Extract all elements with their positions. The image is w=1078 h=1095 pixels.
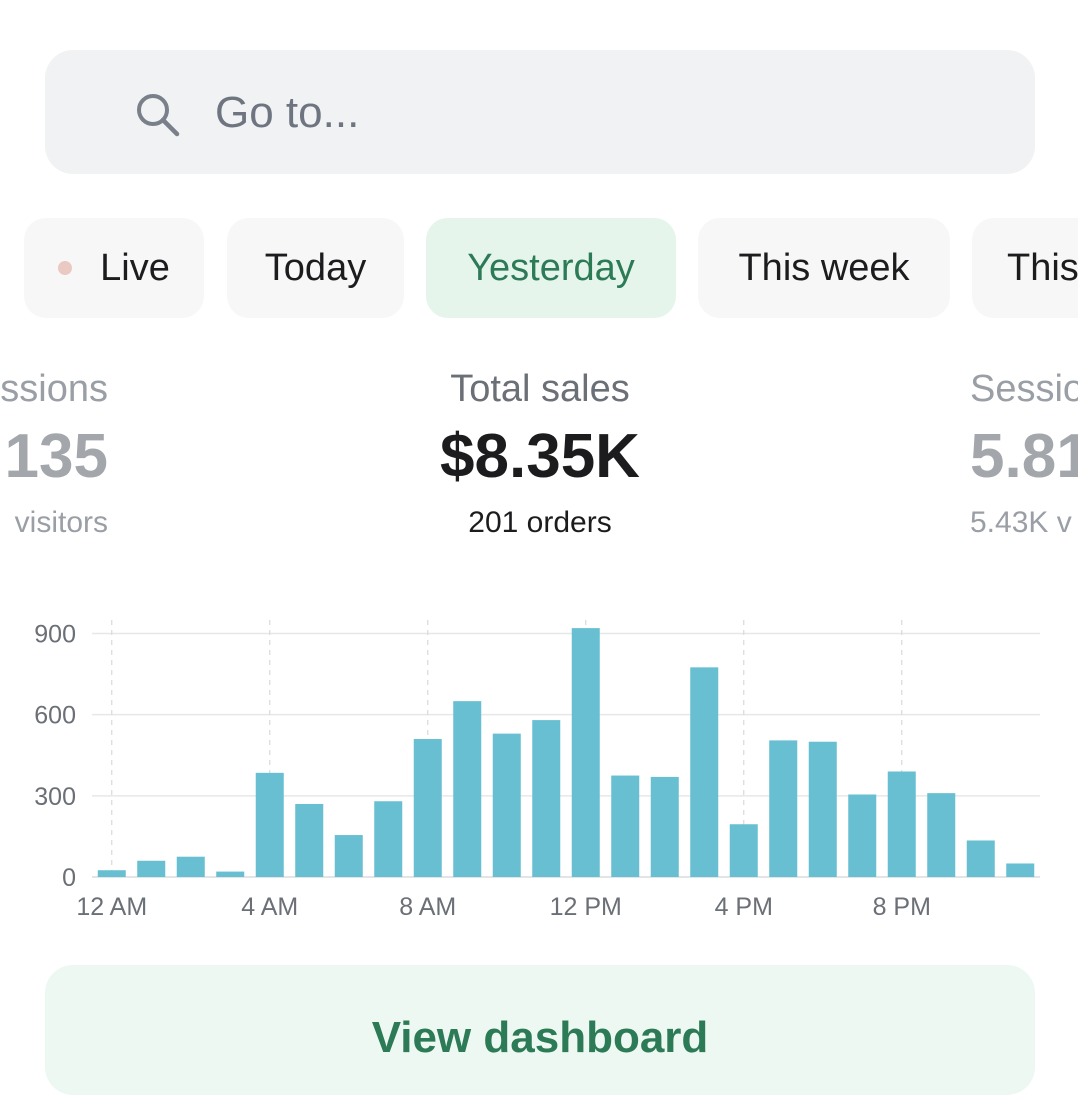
x-tick-label: 12 AM [76, 893, 147, 921]
tab-label: Yesterday [467, 246, 635, 289]
metric-sub: visitors [14, 506, 108, 539]
chart-bar [453, 701, 482, 877]
chart-bar [966, 840, 995, 877]
tab-live[interactable]: Live [24, 218, 204, 318]
chart-bar [927, 793, 956, 877]
chart-bar [137, 860, 166, 877]
tab-label: This week [738, 246, 910, 289]
metric-label: Sessio [970, 368, 1078, 410]
chart-bar [650, 776, 679, 877]
metric-label: Total sales [450, 368, 630, 410]
date-range-tabs: Live Today Yesterday This week This [0, 218, 1078, 320]
chart-bar [255, 772, 284, 877]
tab-this-month[interactable]: This [972, 218, 1078, 318]
chart-bar [492, 733, 521, 877]
y-tick-label: 900 [34, 621, 76, 649]
chart-bar [571, 628, 600, 877]
chart-bar [690, 667, 719, 877]
metric-sessions-right[interactable]: Sessio 5.81 5.43K v [970, 368, 1078, 540]
search-input[interactable] [213, 82, 997, 144]
chart-bar [729, 824, 758, 877]
x-tick-label: 8 PM [873, 893, 931, 921]
chart-bar [848, 794, 877, 877]
chart-bar [374, 801, 403, 877]
chart-bar [216, 871, 245, 877]
y-tick-label: 600 [34, 702, 76, 730]
search-bar[interactable] [45, 50, 1035, 174]
chart-bar [176, 856, 205, 877]
tab-label: This [1007, 246, 1078, 289]
sales-by-hour-chart: 0 300 600 900 12 AM 4 AM 8 AM 12 PM 4 PM 8 PM [34, 620, 1040, 921]
chart-bar [413, 739, 442, 877]
metric-sessions-left[interactable]: ssions 135 visitors [0, 368, 108, 540]
chart-bar [334, 835, 363, 877]
x-tick-label: 12 PM [550, 893, 622, 921]
y-tick-label: 0 [62, 864, 76, 892]
x-tick-label: 4 AM [241, 893, 298, 921]
view-dashboard-label: View dashboard [371, 1013, 709, 1062]
tab-this-week[interactable]: This week [698, 218, 950, 318]
metric-value: 5.81 [970, 422, 1078, 491]
metric-sub: 201 orders [468, 506, 612, 539]
x-tick-label: 8 AM [399, 893, 456, 921]
x-tick-label: 4 PM [715, 893, 773, 921]
metric-total-sales[interactable]: Total sales $8.35K 201 orders [340, 368, 740, 540]
tab-yesterday[interactable]: Yesterday [426, 218, 676, 318]
metric-value: 135 [4, 422, 108, 491]
tab-label: Live [100, 246, 170, 289]
tab-today[interactable]: Today [227, 218, 404, 318]
chart-bar [295, 803, 324, 877]
metric-sub: 5.43K v [970, 506, 1072, 539]
chart-bar [1006, 863, 1035, 877]
tab-label: Today [264, 246, 367, 289]
chart-bar [769, 740, 798, 877]
chart-bar [532, 720, 561, 877]
chart-bar [611, 775, 640, 877]
chart-bar [808, 741, 837, 877]
view-dashboard-button[interactable]: View dashboard [45, 965, 1035, 1095]
metric-label: ssions [0, 368, 108, 410]
metric-value: $8.35K [440, 422, 640, 491]
chart-bar [887, 771, 916, 877]
chart-bar [97, 870, 126, 877]
search-icon [137, 94, 180, 137]
live-dot-icon [58, 261, 73, 275]
y-tick-label: 300 [34, 783, 76, 811]
